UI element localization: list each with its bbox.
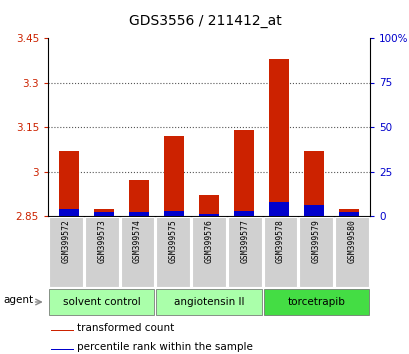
Bar [303,205,323,216]
Text: solvent control: solvent control [63,297,140,307]
Text: GSM399573: GSM399573 [97,219,106,263]
Bar [49,217,83,287]
Bar [269,202,288,216]
Bar [129,181,148,216]
Bar [191,217,225,287]
Text: angiotensin II: angiotensin II [173,297,244,307]
Text: transformed count: transformed count [77,323,174,333]
Bar [339,209,358,216]
Bar [156,217,190,287]
Text: GSM399578: GSM399578 [275,219,284,263]
Text: agent: agent [4,295,34,305]
Bar [303,151,323,216]
Bar [339,212,358,216]
Bar [299,217,333,287]
Text: GDS3556 / 211412_at: GDS3556 / 211412_at [128,14,281,28]
Bar [94,212,113,216]
Text: GSM399574: GSM399574 [133,219,142,263]
Bar [199,214,218,216]
Text: torcetrapib: torcetrapib [287,297,344,307]
Bar [85,217,118,287]
Bar [234,211,253,216]
Bar [263,217,297,287]
Text: GSM399576: GSM399576 [204,219,213,263]
Bar [199,195,218,216]
Bar [120,217,154,287]
Text: GSM399572: GSM399572 [61,219,70,263]
Bar [129,212,148,216]
Text: GSM399579: GSM399579 [311,219,320,263]
Bar [227,217,261,287]
Bar [49,290,154,315]
Bar [94,209,113,216]
Bar [263,290,368,315]
Bar [156,290,261,315]
Bar [234,130,253,216]
Bar [51,349,74,350]
Bar [269,59,288,216]
Bar [164,211,183,216]
Text: GSM399580: GSM399580 [347,219,356,263]
Bar [335,217,368,287]
Bar [164,136,183,216]
Text: percentile rank within the sample: percentile rank within the sample [77,342,252,352]
Bar [59,209,79,216]
Text: GSM399575: GSM399575 [169,219,177,263]
Text: GSM399577: GSM399577 [240,219,249,263]
Bar [59,151,79,216]
Bar [51,330,74,331]
